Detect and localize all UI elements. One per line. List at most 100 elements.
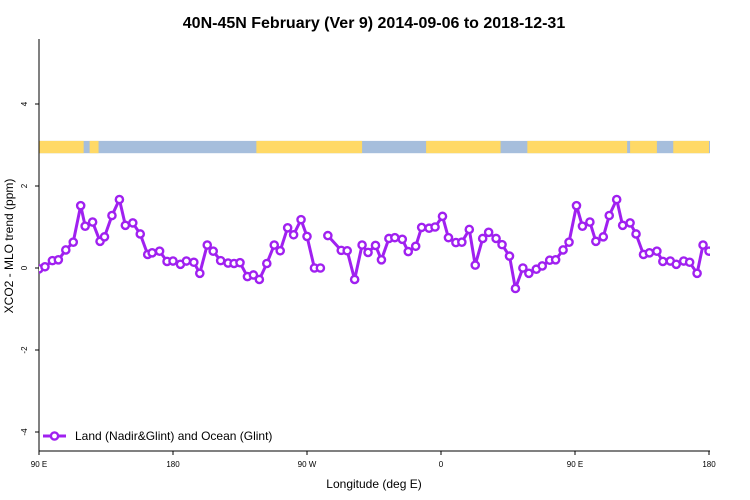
data-point — [437, 211, 448, 222]
data-point — [604, 210, 615, 221]
data-point — [261, 258, 272, 269]
data-point — [114, 194, 125, 205]
y-tick-label: 4 — [20, 101, 29, 106]
data-point — [558, 245, 568, 255]
land-ocean-strip — [39, 140, 710, 154]
data-point — [652, 246, 662, 256]
data-point — [296, 214, 306, 225]
data-point — [53, 254, 64, 265]
y-axis-label: XCO2 - MLO trend (ppm) — [2, 179, 16, 314]
data-point — [416, 222, 427, 233]
data-point — [443, 232, 454, 243]
data-point — [99, 232, 110, 242]
series-layer — [39, 194, 710, 294]
data-point — [611, 194, 622, 205]
y-tick-label: 0 — [20, 265, 29, 270]
axes: -4 -2 0 2 4 90 E 180 90 W 0 90 E 180 — [20, 39, 716, 469]
data-point — [550, 254, 561, 265]
data-point — [357, 240, 367, 250]
data-point — [168, 256, 178, 266]
data-point — [189, 257, 199, 268]
data-point — [692, 268, 702, 279]
data-point — [80, 221, 90, 231]
data-point — [403, 246, 414, 257]
land-band — [673, 140, 709, 154]
data-point — [504, 251, 515, 261]
y-tick-label: -4 — [20, 428, 29, 436]
data-point — [323, 230, 333, 241]
data-point — [376, 254, 387, 265]
x-tick-label: 180 — [702, 460, 716, 469]
data-point — [464, 224, 475, 235]
series-line — [326, 198, 710, 290]
land-band — [426, 140, 501, 154]
legend: Land (Nadir&Glint) and Ocean (Glint) — [43, 429, 272, 443]
data-point — [154, 246, 165, 256]
data-point — [254, 274, 265, 285]
data-point — [658, 256, 668, 267]
data-point — [127, 218, 138, 228]
x-tick-label: 90 E — [31, 460, 47, 469]
data-point — [537, 261, 548, 271]
x-axis-label: Longitude (deg E) — [326, 477, 421, 491]
data-point — [510, 283, 521, 294]
data-point — [349, 274, 360, 285]
land-band — [256, 140, 363, 154]
data-point — [497, 239, 507, 250]
data-point — [269, 240, 280, 250]
y-tick-label: 2 — [20, 183, 29, 188]
data-point — [617, 220, 628, 231]
data-point — [397, 234, 408, 245]
data-point — [302, 231, 312, 242]
x-tick-label: 0 — [439, 460, 444, 469]
data-point — [215, 255, 226, 266]
data-point — [282, 223, 293, 233]
data-point — [363, 247, 373, 258]
data-point — [671, 259, 682, 270]
data-point — [491, 233, 501, 244]
data-point — [68, 237, 79, 247]
data-point — [598, 232, 609, 242]
data-point — [315, 263, 326, 273]
data-point — [577, 221, 588, 231]
data-point — [483, 227, 494, 238]
data-point — [181, 256, 192, 266]
data-point — [571, 200, 582, 211]
land-band — [527, 140, 628, 154]
data-point — [370, 240, 381, 251]
chart-title: 40N-45N February (Ver 9) 2014-09-06 to 2… — [183, 15, 566, 32]
data-point — [477, 233, 488, 244]
data-point — [524, 268, 534, 279]
data-point — [518, 263, 528, 273]
data-point — [107, 210, 117, 221]
land-band — [39, 140, 84, 154]
data-point — [202, 240, 213, 250]
data-point — [430, 222, 440, 232]
data-point — [457, 237, 467, 247]
data-point — [288, 229, 299, 240]
data-point — [235, 257, 245, 268]
data-point — [135, 229, 146, 239]
data-point — [410, 241, 421, 252]
x-tick-label: 90 E — [567, 460, 583, 469]
land-band — [89, 140, 99, 154]
data-point — [704, 246, 710, 256]
land-band — [630, 140, 657, 154]
data-point — [644, 248, 655, 258]
data-point — [40, 261, 50, 272]
data-point — [698, 240, 708, 250]
data-point — [87, 217, 98, 227]
data-point — [585, 217, 595, 227]
data-point — [61, 245, 71, 255]
data-point — [625, 218, 635, 228]
data-point — [275, 245, 286, 256]
data-point — [194, 268, 205, 279]
data-point — [248, 270, 259, 280]
data-point — [390, 232, 400, 243]
x-tick-label: 90 W — [298, 460, 317, 469]
data-point — [208, 246, 218, 256]
data-point — [564, 237, 574, 247]
data-point — [470, 260, 481, 270]
data-point — [631, 229, 641, 239]
